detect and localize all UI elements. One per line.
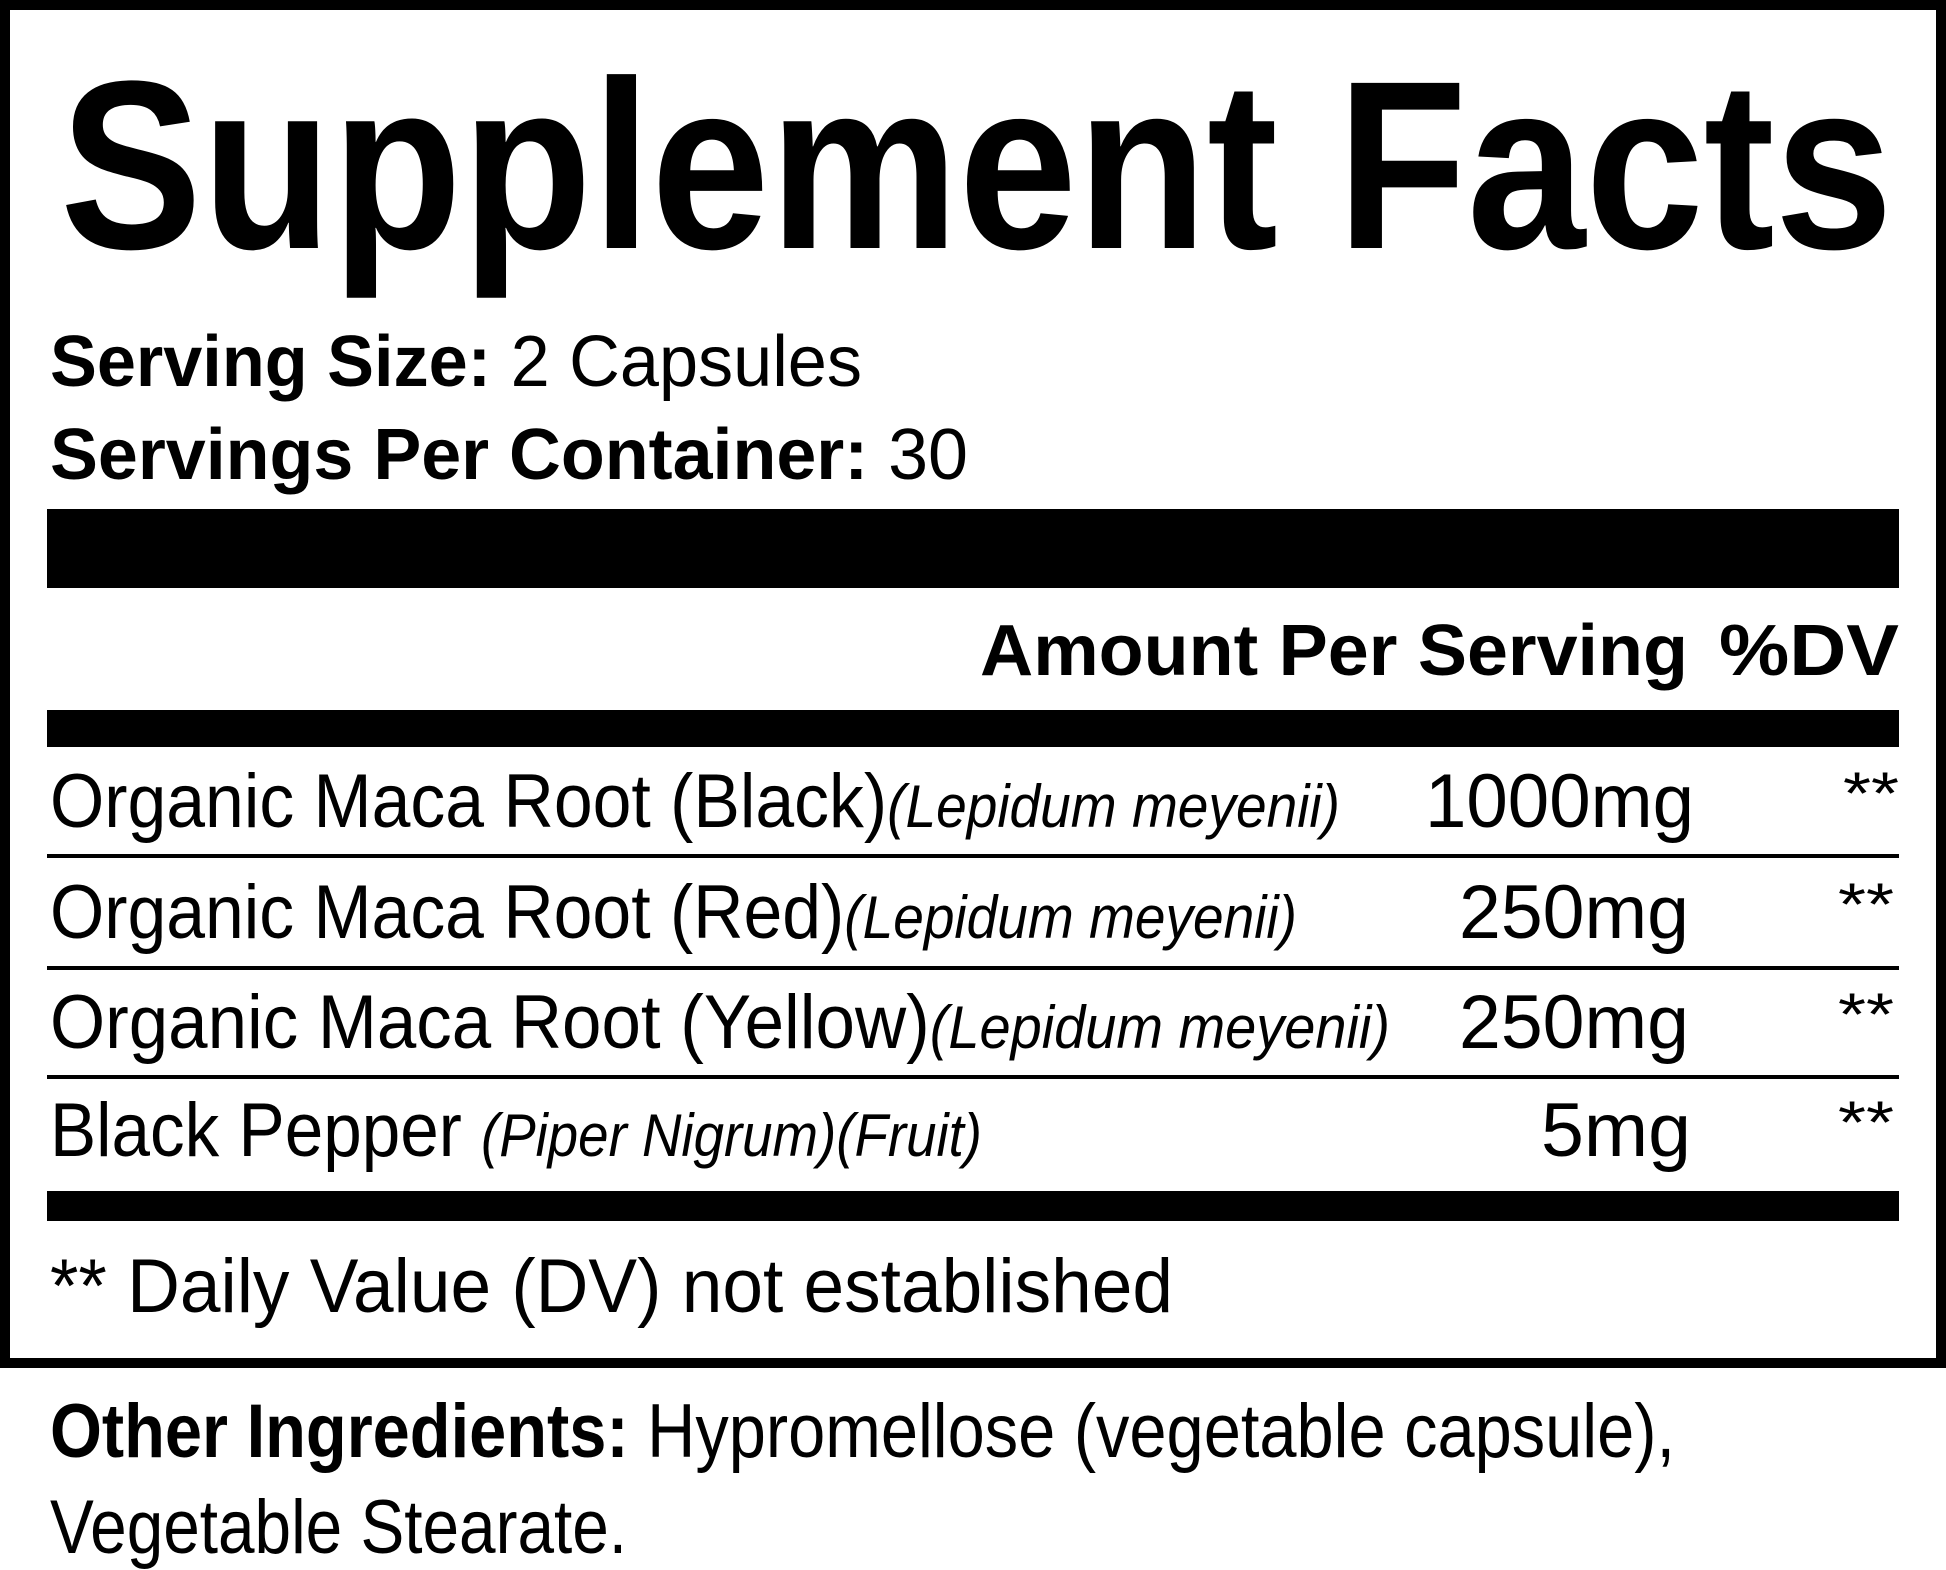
ingredient-amount: 250mg: [1459, 870, 1689, 955]
ingredient-latin: (Lepidum meyenii): [929, 994, 1390, 1061]
servings-per-container-label: Servings Per Container:: [50, 415, 869, 495]
header-divider: [47, 710, 1899, 747]
row-divider: [47, 966, 1899, 970]
ingredient-latin: (Lepidum meyenii): [887, 773, 1340, 840]
serving-size-label: Serving Size:: [50, 322, 492, 402]
other-ingredients-label: Other Ingredients:: [50, 1389, 629, 1474]
ingredient-name: Organic Maca Root (Black)(Lepidum meyeni…: [50, 759, 1340, 844]
servings-per-container-value: 30: [888, 415, 968, 495]
ingredient-dv: **: [1843, 760, 1899, 827]
row-divider: [47, 854, 1899, 858]
ingredient-dv: **: [1838, 871, 1894, 938]
panel-title: Supplement Facts: [60, 31, 1893, 299]
other-ingredients-line1: Other Ingredients: Hypromellose (vegetab…: [50, 1389, 1675, 1474]
serving-size: Serving Size: 2 Capsules: [50, 326, 862, 398]
serving-size-value: 2 Capsules: [510, 322, 862, 402]
thick-divider: [47, 509, 1899, 588]
row-divider: [47, 1075, 1899, 1079]
ingredient-name: Organic Maca Root (Red)(Lepidum meyenii): [50, 870, 1297, 955]
daily-value-footnote: ** Daily Value (DV) not established: [50, 1244, 1173, 1329]
ingredient-amount: 5mg: [1541, 1088, 1691, 1173]
ingredient-dv: **: [1838, 1089, 1894, 1156]
bottom-divider: [47, 1191, 1899, 1221]
ingredient-name: Black Pepper (Piper Nigrum)(Fruit): [50, 1088, 982, 1173]
ingredient-latin: (Lepidum meyenii): [844, 884, 1297, 951]
other-ingredients-line2: Vegetable Stearate.: [50, 1485, 627, 1570]
supplement-facts-panel: [0, 0, 1946, 1368]
ingredient-amount: 1000mg: [1425, 759, 1694, 844]
ingredient-name: Organic Maca Root (Yellow)(Lepidum meyen…: [50, 980, 1390, 1065]
amount-per-serving-header: Amount Per Serving: [980, 611, 1688, 691]
dv-header: %DV: [1719, 611, 1899, 691]
servings-per-container: Servings Per Container: 30: [50, 419, 968, 491]
ingredient-latin: (Piper Nigrum)(Fruit): [480, 1102, 982, 1169]
ingredient-amount: 250mg: [1459, 980, 1689, 1065]
ingredient-dv: **: [1838, 981, 1894, 1048]
